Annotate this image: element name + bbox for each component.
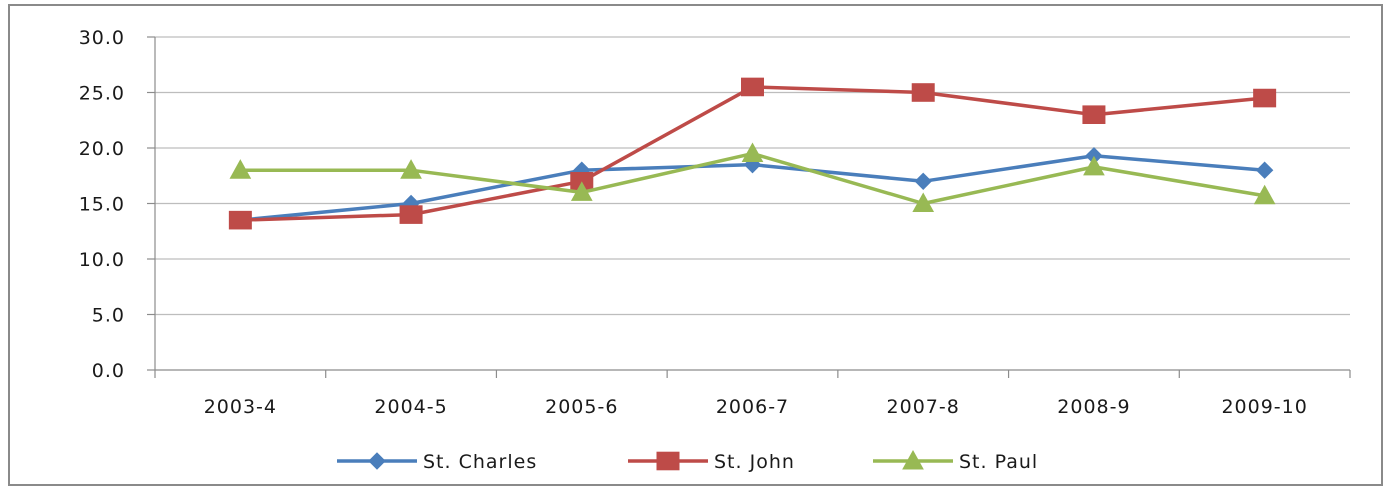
legend-marker: [368, 452, 386, 470]
y-tick-label: 10.0: [79, 249, 125, 271]
data-point: [570, 181, 593, 201]
legend-label: St. John: [714, 451, 795, 473]
legend-marker: [902, 449, 924, 470]
legend-item: St. John: [628, 451, 795, 473]
legend-item: St. Paul: [873, 449, 1038, 473]
y-tick-label: 30.0: [79, 27, 125, 49]
x-tick-label: 2005-6: [545, 396, 618, 418]
y-axis-tick-labels: 0.0 5.0 10.0 15.0 20.0 25.0 30.0: [79, 27, 125, 382]
data-point: [911, 83, 935, 102]
y-tick-label: 5.0: [92, 305, 125, 327]
data-point: [228, 210, 252, 230]
y-tick-label: 15.0: [79, 194, 125, 216]
data-point: [399, 205, 423, 224]
x-tick-label: 2006-7: [716, 396, 789, 418]
data-point: [741, 142, 764, 163]
data-point: [1253, 88, 1277, 108]
legend-label: St. Charles: [423, 451, 537, 473]
legend-item: St. Charles: [337, 451, 537, 473]
data-point: [229, 159, 252, 179]
chart-frame: [8, 4, 1383, 486]
axes: [147, 36, 1351, 378]
y-tick-label: 20.0: [79, 138, 125, 160]
x-tick-label: 2004-5: [374, 396, 447, 418]
series-st-john: [228, 77, 1277, 230]
x-tick-label: 2009-10: [1221, 396, 1307, 418]
data-point: [1255, 161, 1274, 179]
legend-marker: [656, 451, 680, 471]
x-axis-tick-labels: 2003-4 2004-5 2005-6 2006-7 2007-8 2008-9 2009…: [204, 396, 1307, 418]
data-point: [1082, 105, 1106, 125]
data-point: [914, 172, 932, 191]
x-tick-label: 2008-9: [1057, 396, 1130, 418]
legend: St. Charles St. John St. Paul: [337, 449, 1038, 473]
data-point: [1253, 184, 1276, 205]
x-tick-label: 2007-8: [887, 396, 960, 418]
y-tick-label: 0.0: [92, 360, 125, 382]
series-lines: [228, 77, 1277, 230]
legend-label: St. Paul: [959, 451, 1038, 473]
y-tick-label: 25.0: [79, 83, 125, 105]
data-point: [741, 77, 764, 97]
series-st-paul: [229, 142, 1276, 212]
data-point: [400, 159, 422, 179]
data-point: [1083, 155, 1105, 176]
data-point: [912, 192, 935, 212]
x-tick-label: 2003-4: [204, 396, 277, 418]
